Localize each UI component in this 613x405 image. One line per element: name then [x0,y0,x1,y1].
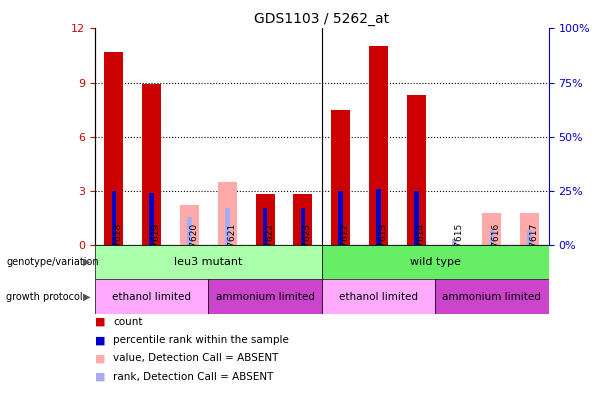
Bar [520,213,539,245]
Text: GSM37623: GSM37623 [303,223,312,272]
Text: GSM37612: GSM37612 [341,223,350,272]
Bar [95,279,208,314]
Text: ammonium limited: ammonium limited [443,292,541,302]
Bar [331,110,350,245]
Text: ■: ■ [95,372,105,382]
Text: GSM37617: GSM37617 [530,223,539,272]
Bar [338,191,343,245]
Text: count: count [113,317,143,327]
Bar [225,208,230,245]
Text: GSM37621: GSM37621 [227,223,237,272]
Bar [187,217,192,245]
Bar [263,208,267,245]
Bar [452,239,457,245]
Text: growth protocol: growth protocol [6,292,83,302]
Bar [490,230,494,245]
Text: GSM37619: GSM37619 [151,223,161,272]
Text: GSM37614: GSM37614 [416,223,425,272]
Title: GDS1103 / 5262_at: GDS1103 / 5262_at [254,12,389,26]
Text: ▶: ▶ [83,257,90,267]
Text: GSM37618: GSM37618 [114,223,123,272]
Text: percentile rank within the sample: percentile rank within the sample [113,335,289,345]
Bar [142,84,161,245]
Text: wild type: wild type [410,257,460,267]
Text: ethanol limited: ethanol limited [112,292,191,302]
Text: rank, Detection Call = ABSENT: rank, Detection Call = ABSENT [113,372,274,382]
Text: ethanol limited: ethanol limited [339,292,418,302]
Bar [322,279,435,314]
Text: ■: ■ [95,317,105,327]
Bar [435,279,549,314]
Text: GSM37620: GSM37620 [189,223,199,272]
Bar [256,194,275,245]
Bar [218,182,237,245]
Bar [407,95,426,245]
Bar [527,230,532,245]
Text: ammonium limited: ammonium limited [216,292,314,302]
Bar [95,245,322,279]
Bar [414,191,419,245]
Text: GSM37613: GSM37613 [378,223,387,272]
Bar [150,193,154,245]
Bar [300,208,305,245]
Text: ▶: ▶ [83,292,90,302]
Bar [104,52,123,245]
Text: ■: ■ [95,354,105,363]
Bar [294,194,313,245]
Text: leu3 mutant: leu3 mutant [174,257,243,267]
Bar [112,191,116,245]
Bar [482,213,501,245]
Bar [369,47,388,245]
Text: GSM37622: GSM37622 [265,223,274,272]
Text: GSM37615: GSM37615 [454,223,463,272]
Text: GSM37616: GSM37616 [492,223,501,272]
Bar [208,279,322,314]
Bar [180,205,199,245]
Text: ■: ■ [95,335,105,345]
Bar [376,189,381,245]
Text: genotype/variation: genotype/variation [6,257,99,267]
Bar [322,245,549,279]
Text: value, Detection Call = ABSENT: value, Detection Call = ABSENT [113,354,279,363]
